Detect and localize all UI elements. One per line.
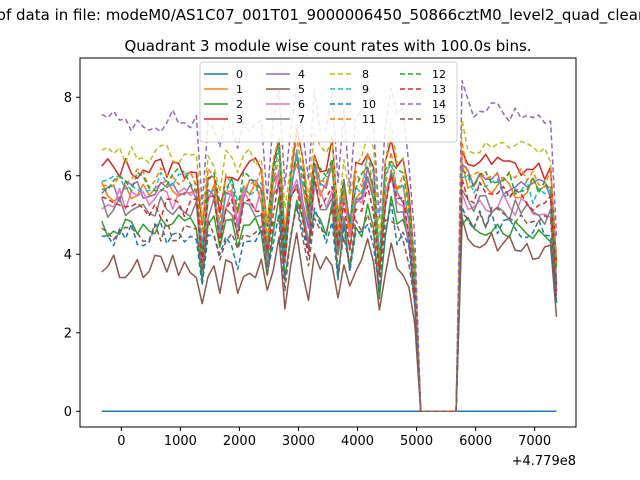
series-6-line xyxy=(101,169,558,413)
x-axis: 0 1000 2000 3000 4000 5000 6000 7000 xyxy=(117,427,551,449)
legend-label-13: 13 xyxy=(432,83,446,96)
y-tick-label: 4 xyxy=(64,248,72,263)
legend-label-0: 0 xyxy=(236,68,243,81)
legend-label-15: 15 xyxy=(432,113,446,126)
x-tick-label: 5000 xyxy=(400,434,433,449)
chart-title: Quadrant 3 module wise count rates with … xyxy=(124,37,531,55)
legend-label-8: 8 xyxy=(362,68,369,81)
series-15-line xyxy=(101,205,558,413)
y-tick-label: 0 xyxy=(64,405,72,420)
x-tick-label: 6000 xyxy=(459,434,492,449)
legend-label-9: 9 xyxy=(362,83,369,96)
legend-label-12: 12 xyxy=(432,68,446,81)
series-12-line xyxy=(101,139,558,413)
legend-label-4: 4 xyxy=(298,68,305,81)
legend-label-3: 3 xyxy=(236,113,243,126)
series-3-line xyxy=(101,128,558,413)
series-7-line xyxy=(101,169,558,413)
series-8-line xyxy=(101,118,558,413)
series-layer xyxy=(101,78,558,413)
legend-label-7: 7 xyxy=(298,113,305,126)
series-13-line xyxy=(101,174,558,413)
x-tick-label: 0 xyxy=(117,434,125,449)
x-offset-label: +4.779e8 xyxy=(512,454,576,469)
x-tick-label: 7000 xyxy=(518,434,551,449)
legend-label-10: 10 xyxy=(362,98,376,111)
legend-label-14: 14 xyxy=(432,98,446,111)
x-tick-label: 1000 xyxy=(164,434,197,449)
legend-label-2: 2 xyxy=(236,98,243,111)
legend-label-11: 11 xyxy=(362,113,376,126)
legend-label-5: 5 xyxy=(298,83,305,96)
y-tick-label: 6 xyxy=(64,169,72,184)
series-5-line xyxy=(101,216,558,413)
x-tick-label: 2000 xyxy=(223,434,256,449)
x-tick-label: 3000 xyxy=(282,434,315,449)
y-axis: 0 2 4 6 8 xyxy=(64,91,80,420)
series-10-line xyxy=(101,202,558,413)
legend-box xyxy=(199,61,458,143)
series-9-line xyxy=(101,147,558,413)
figure-suptitle: Plot of data in file: modeM0/AS1C07_001T… xyxy=(0,6,640,25)
axes-frame xyxy=(79,57,577,428)
x-tick-label: 4000 xyxy=(341,434,374,449)
y-tick-label: 2 xyxy=(64,326,72,341)
y-tick-label: 8 xyxy=(64,91,72,106)
plot-area xyxy=(79,57,577,428)
series-14-line xyxy=(101,78,558,413)
series-11-line xyxy=(101,136,558,413)
legend-label-1: 1 xyxy=(236,83,243,96)
legend-label-6: 6 xyxy=(298,98,305,111)
